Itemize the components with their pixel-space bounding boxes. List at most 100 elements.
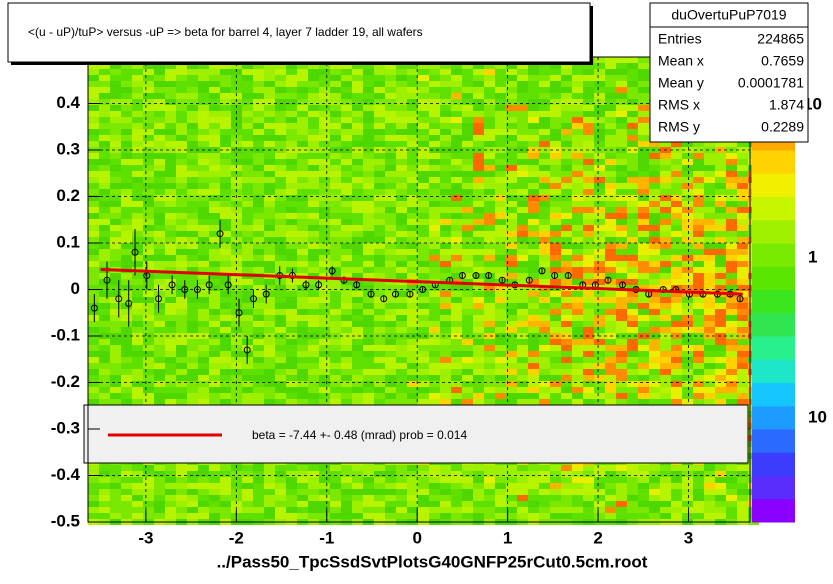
heatmap-cell <box>330 69 341 75</box>
heatmap-cell <box>704 309 715 315</box>
heatmap-cell <box>88 249 99 255</box>
heatmap-cell <box>385 477 396 483</box>
heatmap-cell <box>99 81 110 87</box>
heatmap-cell <box>561 477 572 483</box>
heatmap-cell <box>616 507 627 513</box>
heatmap-cell <box>704 495 715 501</box>
stat-value: 1.874 <box>769 97 804 113</box>
heatmap-cell <box>451 117 462 123</box>
heatmap-cell <box>209 261 220 267</box>
heatmap-cell <box>605 177 616 183</box>
heatmap-cell <box>495 285 506 291</box>
heatmap-cell <box>286 483 297 489</box>
heatmap-cell <box>649 273 660 279</box>
heatmap-cell <box>407 513 418 519</box>
heatmap-cell <box>726 171 737 177</box>
heatmap-cell <box>330 117 341 123</box>
heatmap-cell <box>440 171 451 177</box>
heatmap-cell <box>671 213 682 219</box>
heatmap-cell <box>440 111 451 117</box>
heatmap-cell <box>209 195 220 201</box>
heatmap-cell <box>649 303 660 309</box>
heatmap-cell <box>176 375 187 381</box>
heatmap-cell <box>671 369 682 375</box>
heatmap-cell <box>220 207 231 213</box>
heatmap-cell <box>638 273 649 279</box>
heatmap-cell <box>385 513 396 519</box>
heatmap-cell <box>726 495 737 501</box>
heatmap-cell <box>407 375 418 381</box>
heatmap-cell <box>385 345 396 351</box>
heatmap-cell <box>528 369 539 375</box>
heatmap-cell <box>121 381 132 387</box>
heatmap-cell <box>649 315 660 321</box>
heatmap-cell <box>418 321 429 327</box>
heatmap-cell <box>737 177 748 183</box>
heatmap-cell <box>275 165 286 171</box>
heatmap-cell <box>462 399 473 405</box>
heatmap-cell <box>121 105 132 111</box>
heatmap-cell <box>352 399 363 405</box>
heatmap-cell <box>374 219 385 225</box>
heatmap-cell <box>132 231 143 237</box>
heatmap-cell <box>638 501 649 507</box>
heatmap-cell <box>682 171 693 177</box>
heatmap-cell <box>253 141 264 147</box>
heatmap-cell <box>385 351 396 357</box>
heatmap-cell <box>451 111 462 117</box>
y-tick-label: 0.1 <box>56 232 80 251</box>
heatmap-cell <box>495 495 506 501</box>
heatmap-cell <box>363 105 374 111</box>
heatmap-cell <box>660 471 671 477</box>
heatmap-cell <box>627 333 638 339</box>
heatmap-cell <box>99 93 110 99</box>
heatmap-cell <box>462 105 473 111</box>
heatmap-cell <box>143 117 154 123</box>
heatmap-cell <box>286 465 297 471</box>
heatmap-cell <box>539 207 550 213</box>
heatmap-cell <box>396 339 407 345</box>
heatmap-cell <box>671 483 682 489</box>
heatmap-cell <box>88 207 99 213</box>
heatmap-cell <box>220 183 231 189</box>
heatmap-cell <box>715 315 726 321</box>
heatmap-cell <box>99 159 110 165</box>
heatmap-cell <box>649 345 660 351</box>
heatmap-cell <box>671 381 682 387</box>
heatmap-cell <box>682 273 693 279</box>
heatmap-cell <box>495 147 506 153</box>
heatmap-cell <box>539 261 550 267</box>
heatmap-cell <box>264 507 275 513</box>
heatmap-cell <box>352 255 363 261</box>
heatmap-cell <box>176 201 187 207</box>
heatmap-cell <box>693 141 704 147</box>
heatmap-cell <box>418 351 429 357</box>
heatmap-cell <box>418 99 429 105</box>
heatmap-cell <box>165 393 176 399</box>
heatmap-cell <box>506 321 517 327</box>
heatmap-cell <box>737 363 748 369</box>
heatmap-cell <box>242 393 253 399</box>
heatmap-cell <box>88 87 99 93</box>
heatmap-cell <box>693 219 704 225</box>
heatmap-cell <box>341 117 352 123</box>
heatmap-cell <box>462 477 473 483</box>
heatmap-cell <box>396 111 407 117</box>
heatmap-cell <box>330 135 341 141</box>
heatmap-cell <box>242 315 253 321</box>
heatmap-cell <box>539 87 550 93</box>
heatmap-cell <box>517 303 528 309</box>
heatmap-cell <box>462 483 473 489</box>
heatmap-cell <box>704 225 715 231</box>
heatmap-cell <box>165 477 176 483</box>
heatmap-cell <box>528 225 539 231</box>
heatmap-cell <box>396 327 407 333</box>
heatmap-cell <box>561 207 572 213</box>
heatmap-cell <box>440 87 451 93</box>
heatmap-cell <box>132 207 143 213</box>
heatmap-cell <box>539 399 550 405</box>
heatmap-cell <box>715 243 726 249</box>
heatmap-cell <box>341 375 352 381</box>
heatmap-cell <box>462 501 473 507</box>
heatmap-cell <box>187 345 198 351</box>
